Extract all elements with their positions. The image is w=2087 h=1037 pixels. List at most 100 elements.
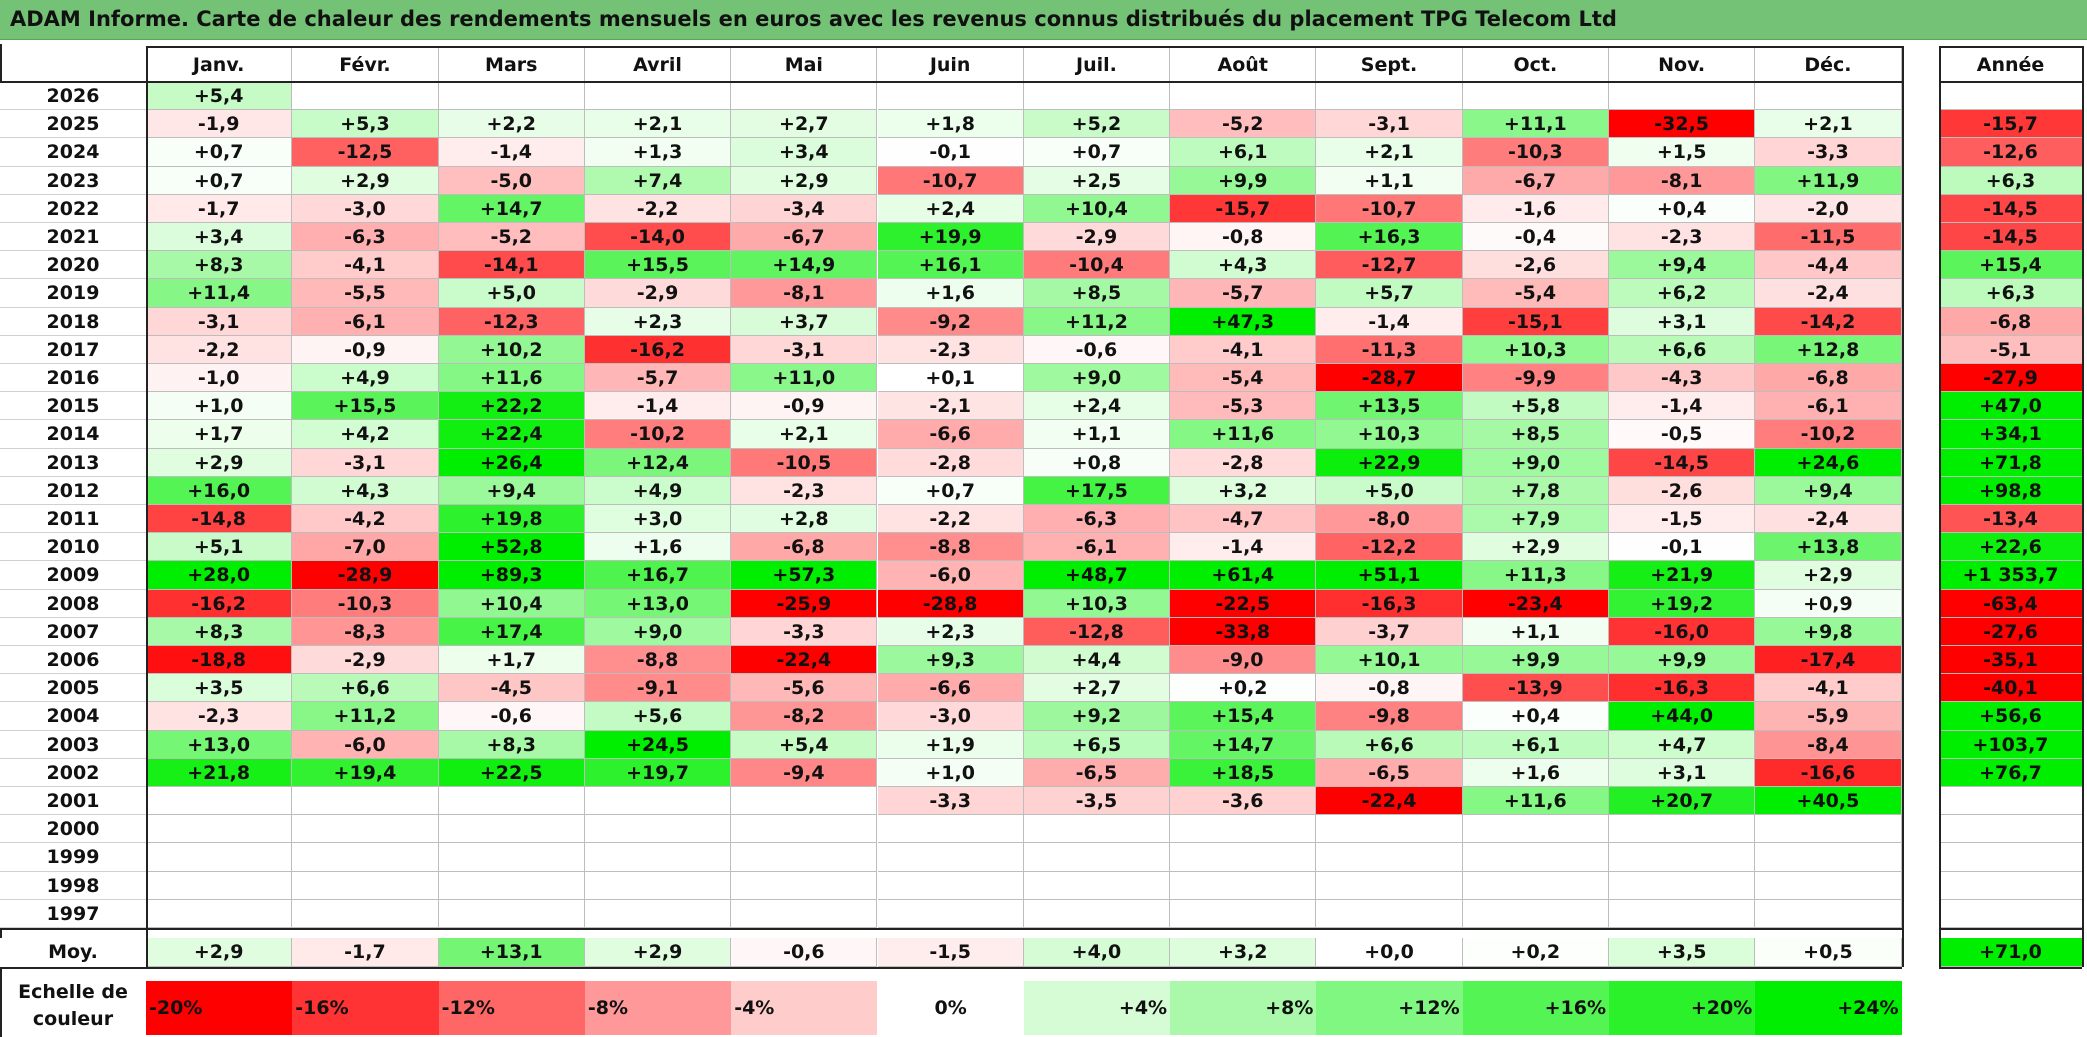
heatmap-cell: +51,1	[1316, 561, 1463, 590]
heatmap-cell: -3,3	[877, 787, 1024, 816]
heatmap-cell: +7,8	[1462, 476, 1609, 505]
heatmap-cell	[146, 787, 293, 816]
month-header: Oct.	[1462, 48, 1609, 82]
scale-step: -4%	[731, 981, 878, 1035]
heatmap-cell: +11,2	[1023, 307, 1171, 336]
heatmap-cell: +4,3	[292, 476, 439, 505]
heatmap-cell: +8,3	[438, 730, 585, 759]
header-bottom-line	[0, 81, 1902, 83]
heatmap-cell: +16,1	[877, 251, 1024, 280]
year-label: 2012	[0, 476, 146, 505]
scale-step: -12%	[438, 981, 585, 1035]
heatmap-cell: -2,3	[731, 476, 878, 505]
heatmap-cell: +13,8	[1755, 533, 1902, 562]
heatmap-cell: +2,9	[1755, 561, 1902, 590]
heatmap-cell: +1,6	[584, 533, 732, 562]
heatmap-cell: +6,6	[1316, 730, 1463, 759]
heatmap-cell: +11,9	[1755, 166, 1902, 195]
heatmap-cell: -6,6	[877, 674, 1024, 703]
heatmap-cell	[1023, 899, 1171, 928]
average-cell: -1,5	[877, 938, 1024, 967]
heatmap-cell: +21,8	[146, 758, 293, 787]
heatmap-cell: +5,0	[438, 279, 585, 308]
heatmap-cell: -1,4	[438, 138, 585, 167]
annual-cell: -27,6	[1939, 617, 2082, 646]
scale-step: -16%	[292, 981, 439, 1035]
heatmap-cell: -2,3	[877, 335, 1024, 364]
heatmap-cell: -6,0	[877, 561, 1024, 590]
heatmap-cell: -6,5	[1316, 758, 1463, 787]
average-cell: +3,2	[1170, 938, 1317, 967]
heatmap-cell	[438, 815, 585, 844]
heatmap-cell: -11,3	[1316, 335, 1463, 364]
average-label: Moy.	[0, 938, 146, 967]
heatmap-cell: -12,2	[1316, 533, 1463, 562]
heatmap-cell: +19,2	[1609, 589, 1756, 618]
heatmap-cell: +11,6	[1170, 420, 1317, 449]
year-label: 2014	[0, 420, 146, 449]
heatmap-cell	[584, 899, 732, 928]
heatmap-cell: -10,3	[1462, 138, 1609, 167]
average-cell: +2,9	[146, 938, 293, 967]
heatmap-cell: +1,6	[877, 279, 1024, 308]
heatmap-cell: -5,7	[1170, 279, 1317, 308]
heatmap-cell: -12,3	[438, 307, 585, 336]
annual-cell: -40,1	[1939, 674, 2082, 703]
heatmap-cell: -3,0	[877, 702, 1024, 731]
heatmap-cell: +0,8	[1023, 448, 1171, 477]
heatmap-cell: -32,5	[1609, 110, 1756, 139]
heatmap-cell: -2,0	[1755, 194, 1902, 223]
heatmap-cell: +14,9	[731, 251, 878, 280]
scale-label: Echelle de couleur	[0, 979, 146, 1033]
heatmap-cell: +9,4	[1609, 251, 1756, 280]
heatmap-cell: -5,2	[1170, 110, 1317, 139]
heatmap-cell: +4,9	[584, 476, 732, 505]
heatmap-cell	[731, 871, 878, 900]
annual-cell: -14,5	[1939, 194, 2082, 223]
heatmap-cell: -9,0	[1170, 646, 1317, 675]
heatmap-cell: -3,1	[731, 335, 878, 364]
heatmap-cell: -14,2	[1755, 307, 1902, 336]
heatmap-cell: -14,0	[584, 223, 732, 252]
year-label: 2018	[0, 307, 146, 336]
heatmap-cell: -8,2	[731, 702, 878, 731]
year-label: 1999	[0, 843, 146, 872]
heatmap-cell: -3,3	[1755, 138, 1902, 167]
heatmap-cell: -4,1	[292, 251, 439, 280]
annual-cell: +22,6	[1939, 533, 2082, 562]
year-label: 1998	[0, 871, 146, 900]
heatmap-cell: +89,3	[438, 561, 585, 590]
heatmap-cell: +16,3	[1316, 223, 1463, 252]
heatmap-cell: +2,3	[877, 617, 1024, 646]
heatmap-cell: +1,1	[1316, 166, 1463, 195]
average-annual-cell: +71,0	[1939, 938, 2082, 967]
heatmap-cell: +4,7	[1609, 730, 1756, 759]
heatmap-cell: +10,2	[438, 335, 585, 364]
heatmap-cell	[731, 82, 878, 111]
grid-top-line-annual	[1939, 46, 2082, 48]
heatmap-cell: -16,3	[1609, 674, 1756, 703]
average-cell: -0,6	[731, 938, 878, 967]
heatmap-cell: -5,0	[438, 166, 585, 195]
heatmap-cell: +2,1	[1755, 110, 1902, 139]
heatmap-cell: -2,8	[1170, 448, 1317, 477]
grid-top-line	[146, 46, 1902, 48]
heatmap-cell: +5,8	[1462, 392, 1609, 421]
heatmap-cell: -6,1	[1023, 533, 1171, 562]
heatmap-cell	[1316, 899, 1463, 928]
heatmap-cell: -16,2	[146, 589, 293, 618]
heatmap-cell: -4,7	[1170, 505, 1317, 534]
heatmap-cell: -2,4	[1755, 505, 1902, 534]
heatmap-cell: +2,9	[731, 166, 878, 195]
heatmap-cell: -1,0	[146, 364, 293, 393]
heatmap-cell: -9,4	[731, 758, 878, 787]
heatmap-cell: +9,0	[584, 617, 732, 646]
heatmap-cell: -0,8	[1316, 674, 1463, 703]
heatmap-cell: +47,3	[1170, 307, 1317, 336]
heatmap-cell: +11,6	[1462, 787, 1609, 816]
annual-cell: -15,7	[1939, 110, 2082, 139]
heatmap-cell: -4,1	[1755, 674, 1902, 703]
year-label: 2019	[0, 279, 146, 308]
heatmap-cell	[292, 787, 439, 816]
month-header: Mai	[731, 48, 878, 82]
